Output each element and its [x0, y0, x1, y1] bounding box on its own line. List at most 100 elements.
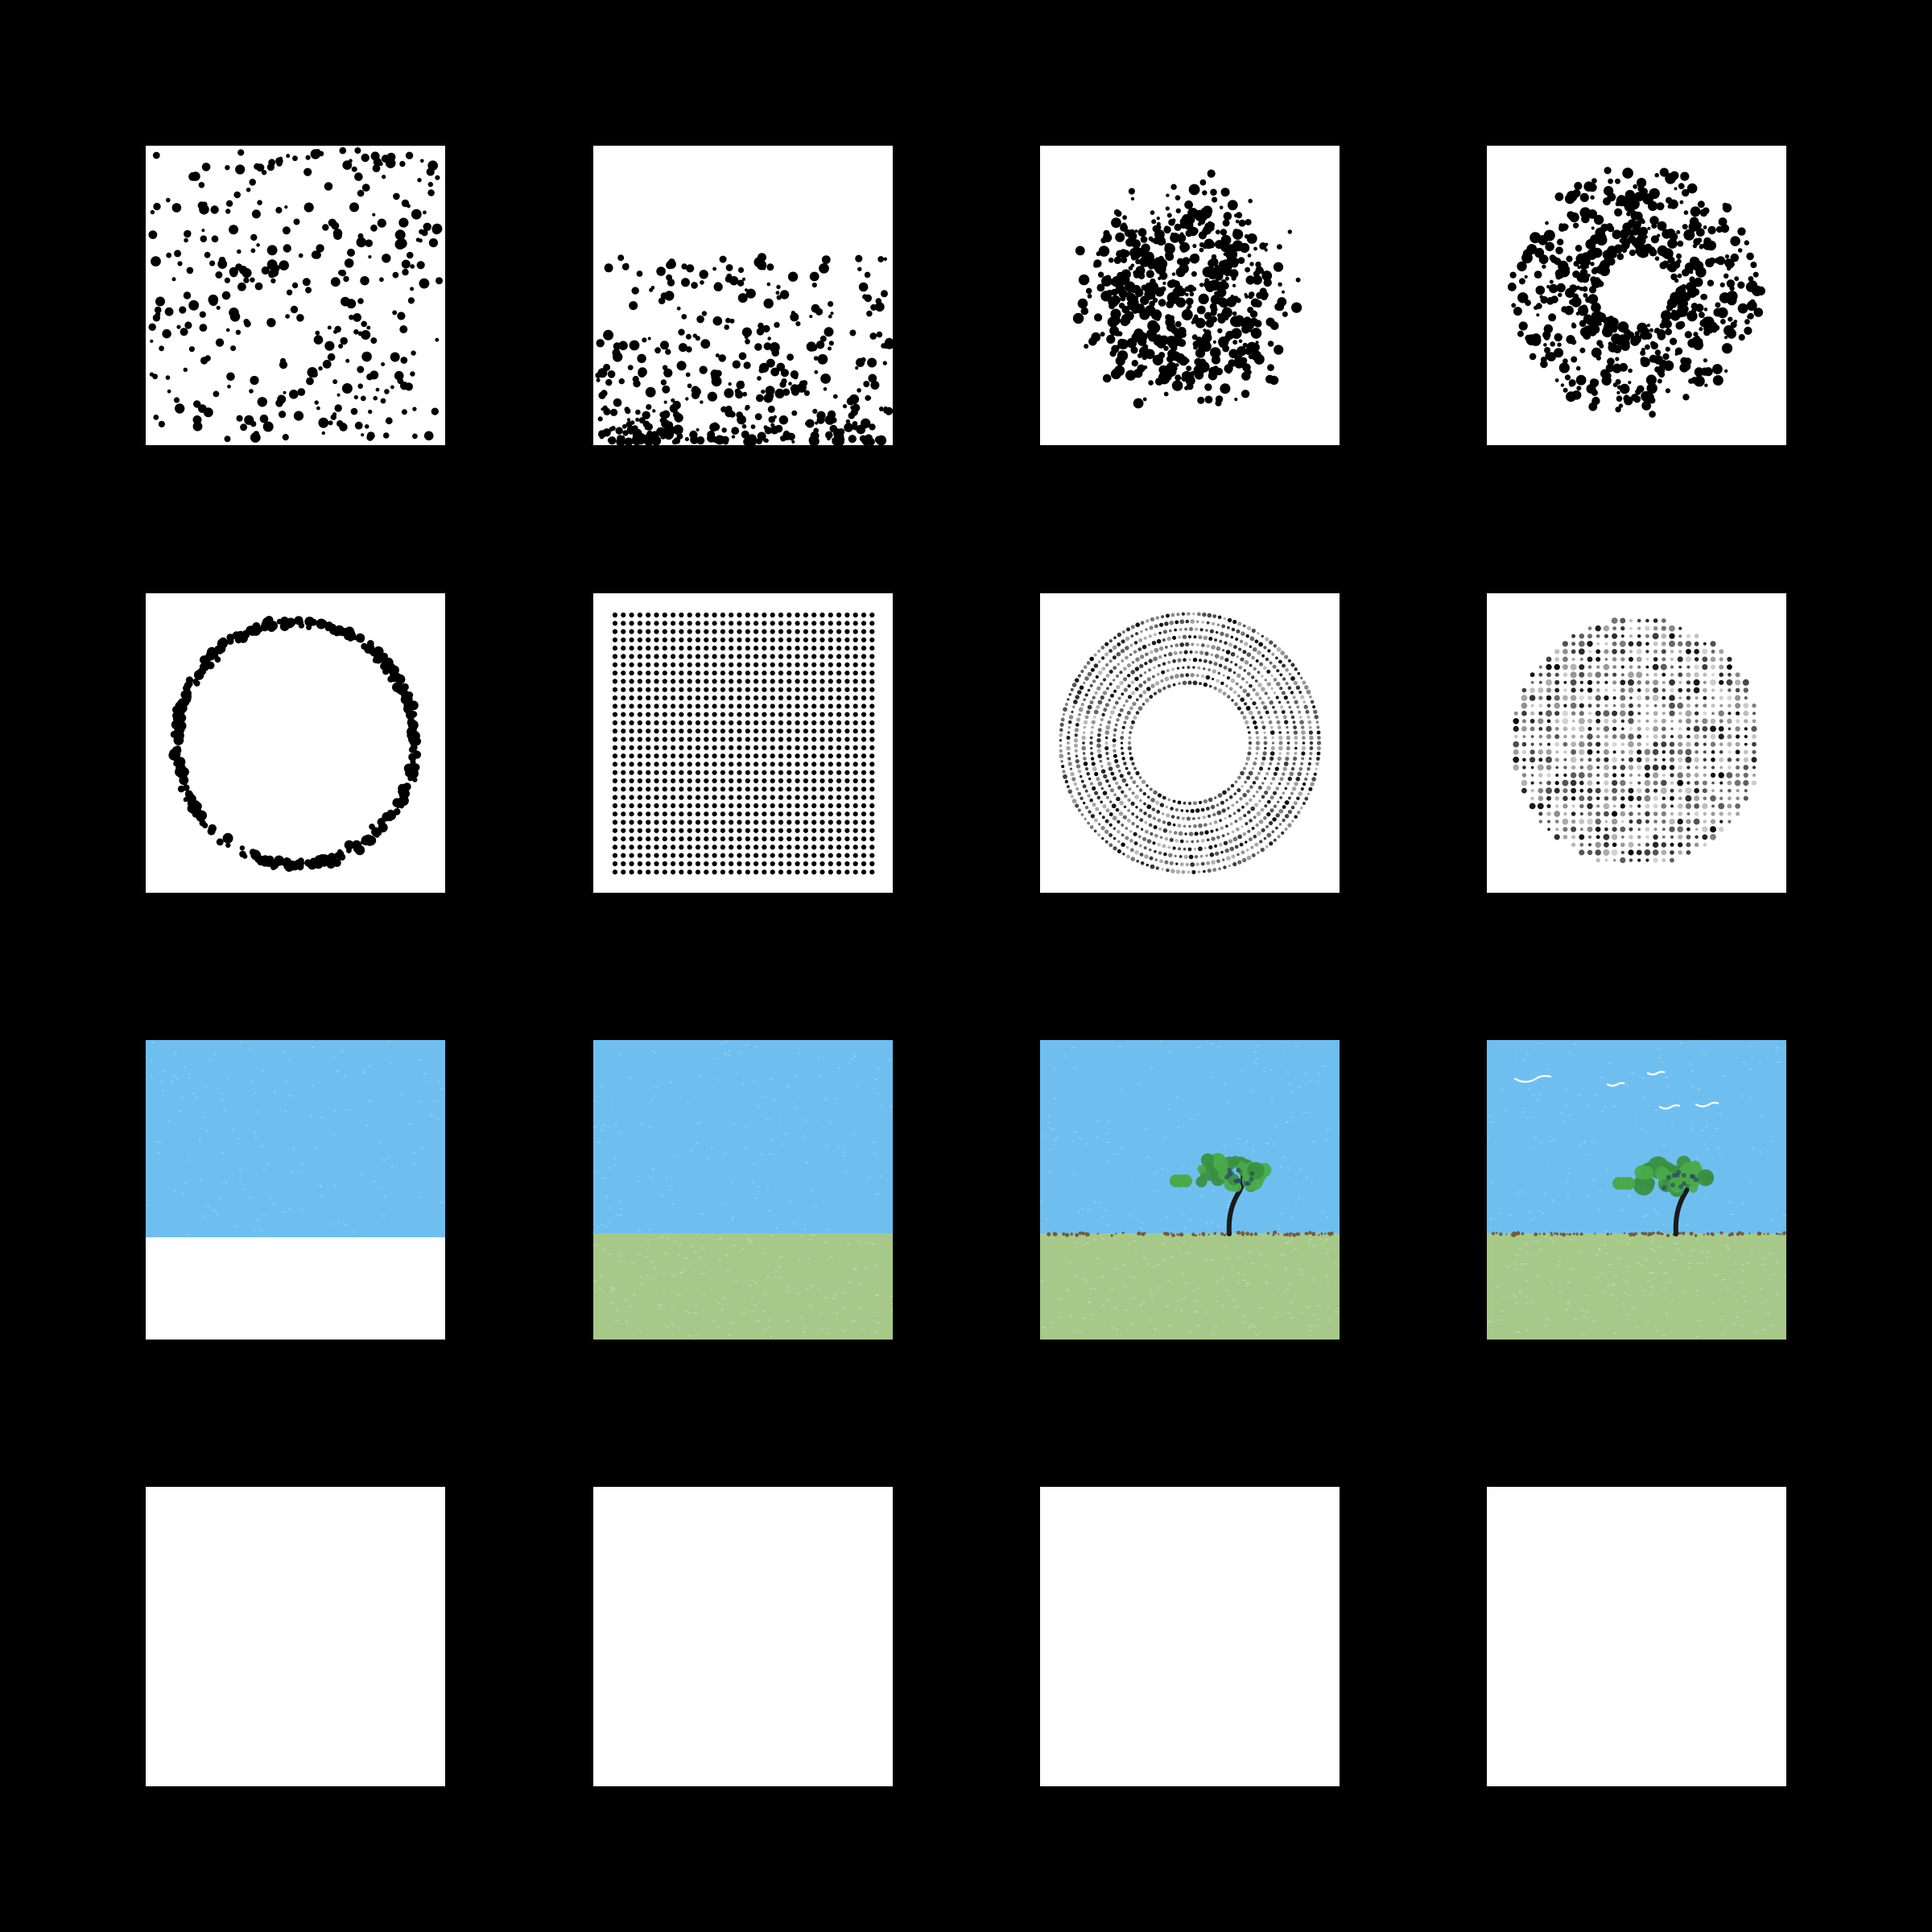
dot [1191, 254, 1199, 262]
dot [770, 679, 775, 684]
dot [737, 695, 742, 701]
dot [1152, 297, 1158, 303]
dot [1596, 734, 1600, 739]
dot [1063, 707, 1067, 712]
dot [731, 435, 736, 439]
dot [1159, 859, 1163, 864]
dot [1730, 321, 1737, 328]
dot [724, 388, 734, 398]
dot [1195, 862, 1199, 866]
dot [1179, 855, 1183, 858]
dot [1129, 848, 1134, 852]
dot [1652, 695, 1659, 701]
dot [1186, 382, 1194, 390]
dot [1285, 667, 1289, 672]
dot [662, 762, 667, 767]
dot [861, 861, 867, 867]
dot [1122, 815, 1127, 819]
dot [770, 637, 775, 642]
dot [770, 423, 775, 427]
dot [1108, 669, 1113, 674]
dot [1104, 819, 1109, 824]
dot [745, 753, 750, 759]
dot [1612, 633, 1618, 639]
dot [1160, 286, 1166, 292]
dot [1269, 751, 1275, 756]
dot [1234, 702, 1238, 707]
dot [704, 869, 709, 875]
dot [814, 369, 819, 374]
dot [174, 250, 182, 258]
dot [1693, 679, 1700, 686]
dot [1703, 734, 1707, 739]
dot [1261, 756, 1266, 761]
dot [635, 409, 641, 415]
dot [861, 621, 867, 626]
dot [795, 778, 800, 784]
dot [695, 737, 701, 742]
dot [1276, 646, 1282, 652]
dot [1587, 274, 1591, 278]
dot [654, 861, 659, 867]
dot [1579, 664, 1585, 671]
dot [1202, 190, 1208, 196]
dot [786, 828, 792, 833]
dot [613, 342, 621, 350]
dot [1219, 205, 1224, 210]
dot [1563, 726, 1568, 732]
dot [171, 277, 176, 282]
dot [1286, 731, 1290, 734]
dot [745, 836, 750, 842]
dot [1073, 743, 1079, 748]
dot [803, 778, 808, 784]
dot [1218, 842, 1223, 847]
dot [1590, 195, 1595, 200]
dot [1596, 355, 1601, 361]
dot [1179, 221, 1187, 229]
dot [629, 720, 634, 725]
dot [1122, 704, 1125, 708]
dot [1153, 825, 1158, 830]
dot [612, 836, 618, 842]
dot [1177, 824, 1182, 828]
dot [1158, 663, 1161, 667]
dot [1719, 679, 1724, 685]
dot [637, 679, 642, 684]
dot [629, 836, 634, 842]
dot [1554, 711, 1560, 716]
dot [1248, 198, 1253, 204]
dot [1737, 248, 1743, 253]
dot [1316, 751, 1321, 756]
dot [1656, 202, 1665, 211]
dot [1590, 378, 1600, 388]
dot [786, 811, 792, 817]
dot [1524, 275, 1528, 279]
dot [336, 393, 341, 397]
dot [863, 381, 870, 387]
dot [357, 298, 364, 304]
dot [1269, 661, 1273, 665]
dot [861, 819, 867, 825]
dot [406, 699, 412, 705]
dot [629, 861, 634, 867]
dot [1686, 183, 1698, 194]
dot [1632, 335, 1641, 345]
dot [1735, 679, 1741, 686]
dot [339, 630, 346, 637]
dot [1676, 253, 1682, 259]
dot [1290, 691, 1294, 695]
dot [695, 662, 701, 667]
dot [1596, 657, 1601, 662]
dot [869, 762, 875, 767]
dot [201, 229, 205, 233]
dot [712, 637, 717, 642]
dot [679, 836, 684, 842]
dot [621, 704, 626, 709]
dot [771, 345, 776, 349]
dot [1694, 266, 1699, 271]
dot [1087, 704, 1092, 710]
dot [1143, 811, 1147, 815]
dot [1579, 680, 1583, 684]
dot [1162, 686, 1166, 691]
dot [1192, 666, 1195, 669]
